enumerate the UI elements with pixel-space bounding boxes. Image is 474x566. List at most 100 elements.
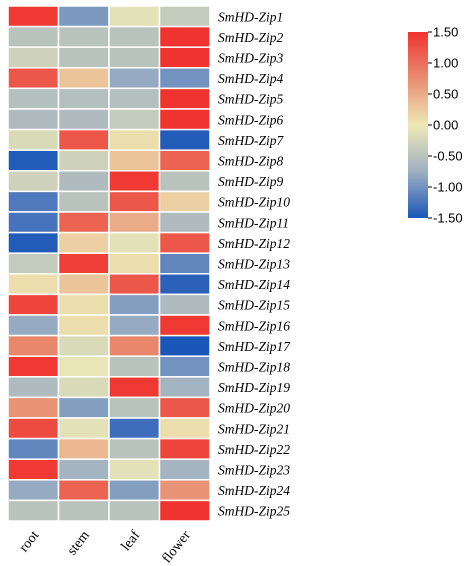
- heatmap-cell: [108, 149, 161, 172]
- heatmap-cell: [108, 273, 161, 296]
- heatmap-cell: [7, 417, 60, 440]
- heatmap-cell: [158, 314, 211, 337]
- colorbar-tick-label: -1.50: [433, 211, 463, 226]
- heatmap-cell: [7, 376, 60, 399]
- heatmap-cell: [108, 67, 161, 90]
- heatmap-cell: [158, 87, 211, 110]
- row-label: SmHD-Zip3: [218, 51, 284, 66]
- heatmap-cell: [158, 458, 211, 481]
- heatmap-cell: [57, 376, 110, 399]
- row-label: SmHD-Zip11: [218, 215, 289, 230]
- heatmap-cell: [158, 67, 211, 90]
- column-label: root: [17, 528, 43, 555]
- heatmap-cell: [7, 437, 60, 460]
- heatmap-cell: [158, 293, 211, 316]
- heatmap-cell: [57, 252, 110, 275]
- heatmap-cell: [108, 437, 161, 460]
- heatmap-cell: [158, 334, 211, 357]
- heatmap-cell: [7, 25, 60, 48]
- heatmap-cell: [108, 170, 161, 193]
- heatmap-cell: [57, 67, 110, 90]
- heatmap-cell: [108, 211, 161, 234]
- heatmap-cell: [57, 5, 110, 28]
- heatmap-cell: [158, 128, 211, 151]
- colorbar-gradient: [408, 32, 428, 218]
- row-label: SmHD-Zip16: [218, 318, 290, 333]
- heatmap-cell: [7, 108, 60, 131]
- heatmap-cell: [158, 252, 211, 275]
- column-labels: root stem leaf flower: [17, 528, 194, 566]
- heatmap-cell: [108, 25, 161, 48]
- heatmap-cell: [57, 334, 110, 357]
- heatmap-cell: [57, 273, 110, 296]
- heatmap-cell: [7, 499, 60, 522]
- heatmap-cell: [7, 273, 60, 296]
- heatmap-cell: [57, 25, 110, 48]
- colorbar: 1.50 1.00 0.50 0.00 -0.50 -1.00 -1.50: [408, 25, 463, 226]
- row-label: SmHD-Zip5: [218, 92, 284, 107]
- row-label: SmHD-Zip13: [218, 257, 290, 272]
- row-label: SmHD-Zip18: [218, 360, 290, 375]
- row-label: SmHD-Zip22: [218, 442, 290, 457]
- heatmap-cell: [108, 128, 161, 151]
- heatmap-cell: [108, 376, 161, 399]
- heatmap-cell: [158, 190, 211, 213]
- heatmap-cell: [108, 355, 161, 378]
- heatmap-cell: [158, 355, 211, 378]
- heatmap-cell: [108, 396, 161, 419]
- row-labels: SmHD-Zip1 SmHD-Zip2 SmHD-Zip3 SmHD-Zip4 SmHD…: [218, 9, 291, 518]
- heatmap-cell: [108, 499, 161, 522]
- row-label: SmHD-Zip21: [218, 421, 290, 436]
- heatmap-cell: [7, 252, 60, 275]
- heatmap-cell: [108, 252, 161, 275]
- heatmap-cell: [108, 334, 161, 357]
- heatmap-cell: [158, 417, 211, 440]
- row-label: SmHD-Zip8: [218, 154, 284, 169]
- heatmap-cell: [7, 128, 60, 151]
- heatmap-cell: [7, 211, 60, 234]
- colorbar-tick-label: 0.00: [433, 118, 458, 133]
- heatmap-cell: [158, 231, 211, 254]
- heatmap-cell: [57, 314, 110, 337]
- heatmap-cell: [7, 190, 60, 213]
- row-label: SmHD-Zip12: [218, 236, 290, 251]
- heatmap-cell: [7, 5, 60, 28]
- heatmap-cell: [57, 479, 110, 502]
- row-label: SmHD-Zip19: [218, 380, 290, 395]
- row-label: SmHD-Zip25: [218, 504, 290, 519]
- heatmap-cell: [158, 396, 211, 419]
- heatmap-cell: [7, 46, 60, 69]
- column-label: stem: [65, 528, 93, 558]
- heatmap-cell: [57, 108, 110, 131]
- heatmap-cell: [57, 46, 110, 69]
- colorbar-tick-label: -0.50: [433, 149, 463, 164]
- heatmap-cell: [57, 211, 110, 234]
- heatmap-cell: [57, 458, 110, 481]
- row-label: SmHD-Zip20: [218, 401, 290, 416]
- heatmap-cell: [108, 417, 161, 440]
- heatmap-cell: [57, 190, 110, 213]
- colorbar-tick-label: 1.00: [433, 56, 458, 71]
- heatmap-cell: [108, 5, 161, 28]
- heatmap-cell: [57, 149, 110, 172]
- heatmap-cell: [7, 293, 60, 316]
- heatmap-cell: [108, 314, 161, 337]
- row-label: SmHD-Zip24: [218, 483, 290, 498]
- row-label: SmHD-Zip7: [218, 133, 285, 148]
- heatmap-cell: [7, 87, 60, 110]
- heatmap-cell: [57, 87, 110, 110]
- heatmap-cell: [7, 458, 60, 481]
- heatmap-cell: [57, 417, 110, 440]
- heatmap-cell: [158, 25, 211, 48]
- heatmap-cell: [7, 314, 60, 337]
- heatmap-cell: [158, 499, 211, 522]
- heatmap-cell: [57, 231, 110, 254]
- heatmap-cell: [57, 355, 110, 378]
- heatmap-cell: [158, 479, 211, 502]
- heatmap-cell: [158, 211, 211, 234]
- heatmap-cell: [108, 108, 161, 131]
- colorbar-ticks: 1.50 1.00 0.50 0.00 -0.50 -1.00 -1.50: [428, 25, 463, 226]
- colorbar-tick-label: -1.00: [433, 180, 463, 195]
- heatmap-cell: [158, 108, 211, 131]
